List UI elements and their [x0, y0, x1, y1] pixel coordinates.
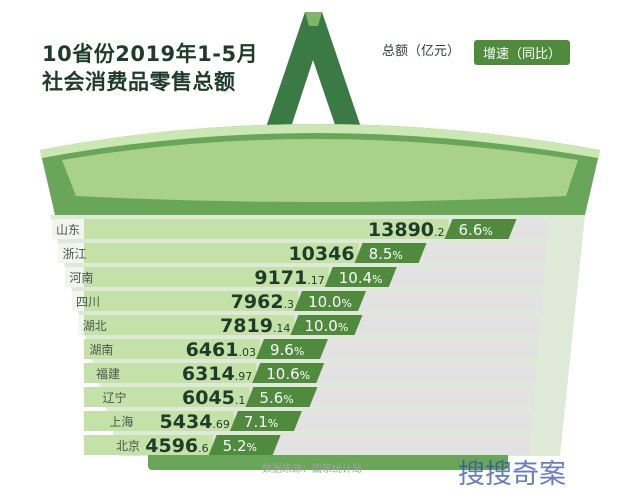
value-bar: [84, 219, 449, 239]
basket-rim-inner: [62, 139, 578, 202]
basket-base: [148, 452, 508, 470]
legend-total: 总额（亿元）: [382, 44, 461, 59]
basket-rim-lip: [40, 124, 600, 158]
category-label: 湖北: [83, 318, 107, 333]
category-label: 浙江: [63, 247, 87, 261]
value-bar: [84, 387, 250, 407]
value-label: 5434.69: [160, 411, 230, 433]
legend-growth: 增速（同比）: [474, 40, 571, 65]
row-label-cell: [52, 219, 88, 239]
category-label: 北京: [116, 439, 140, 453]
value-bar: [84, 243, 359, 263]
growth-label: 10.0%: [304, 317, 348, 335]
chart-title-line1: 10省份2019年1-5月: [42, 42, 259, 66]
value-label: 6045.1: [182, 387, 245, 409]
chart-title-line2: 社会消费品零售总额: [42, 70, 236, 94]
category-label: 上海: [109, 414, 133, 429]
growth-tag: [324, 267, 397, 287]
growth-label: 10.0%: [308, 293, 352, 311]
basket-handle-highlight: [305, 12, 322, 26]
value-bar: [84, 411, 234, 431]
value-bar: [84, 363, 257, 383]
value-label: 7962.3: [231, 291, 294, 313]
category-label: 辽宁: [103, 390, 127, 405]
value-label: 13890.2: [368, 219, 445, 241]
value-label: 6314.97: [182, 363, 252, 385]
value-label: 10346: [288, 243, 354, 265]
growth-tag: [208, 435, 281, 455]
category-label: 湖南: [89, 342, 113, 357]
growth-tag: [255, 339, 328, 359]
value-bar: [84, 291, 299, 311]
category-label: 四川: [76, 295, 100, 309]
category-label: 福建: [96, 366, 120, 381]
watermark: 搜搜奇案: [458, 459, 566, 490]
growth-tag: [354, 243, 427, 263]
growth-tag: [290, 315, 363, 335]
growth-label: 9.6%: [270, 341, 304, 359]
value-label: 4596.6: [145, 435, 208, 457]
growth-label: 10.4%: [339, 269, 383, 287]
category-label: 山东: [56, 223, 80, 237]
growth-label: 8.5%: [369, 245, 403, 263]
row-label-cell: [58, 243, 88, 263]
row-label-cell: [65, 267, 88, 287]
value-bar: [84, 315, 295, 335]
growth-label: 5.2%: [223, 437, 257, 455]
source-note: 数据来源：国家统计局: [262, 464, 362, 475]
value-bar: [84, 267, 329, 287]
growth-tag: [229, 411, 302, 431]
growth-tag: [444, 219, 517, 239]
value-label: 7819.14: [220, 315, 290, 337]
growth-label: 7.1%: [244, 413, 278, 431]
category-label: 河南: [69, 270, 93, 285]
growth-label: 5.6%: [259, 389, 293, 407]
value-bar: [84, 435, 213, 455]
growth-tag: [252, 363, 325, 383]
growth-label: 6.6%: [459, 221, 493, 239]
growth-label: 10.6%: [266, 365, 310, 383]
growth-tag: [294, 291, 367, 311]
value-label: 6461.03: [186, 339, 256, 361]
growth-tag: [245, 387, 318, 407]
value-bar: [84, 339, 260, 359]
value-label: 9171.17: [254, 267, 324, 289]
row-label-cell: [78, 315, 88, 335]
